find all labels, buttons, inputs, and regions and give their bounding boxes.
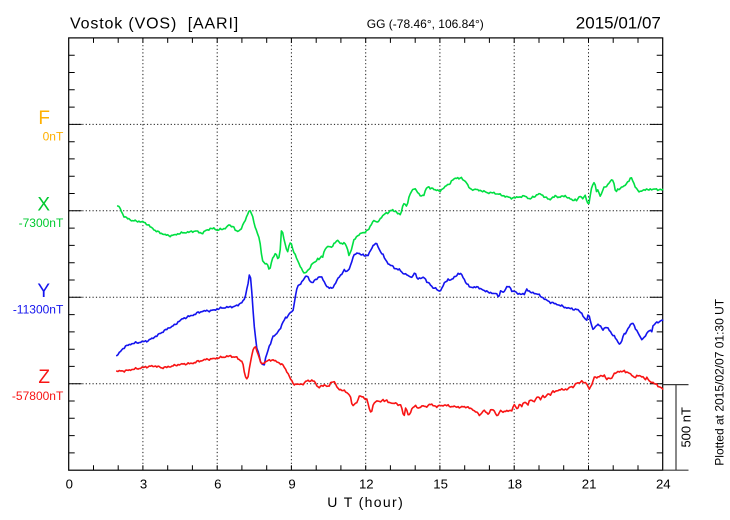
svg-text:15: 15 bbox=[433, 477, 448, 492]
svg-text:21: 21 bbox=[582, 477, 597, 492]
svg-text:-57800nT: -57800nT bbox=[12, 389, 64, 403]
svg-text:18: 18 bbox=[507, 477, 522, 492]
svg-text:0nT: 0nT bbox=[43, 130, 64, 144]
svg-text:GG (-78.46°, 106.84°): GG (-78.46°, 106.84°) bbox=[367, 17, 484, 31]
svg-text:Vostok (VOS) [AARI]: Vostok (VOS) [AARI] bbox=[70, 16, 239, 33]
svg-text:U T (hour): U T (hour) bbox=[327, 494, 404, 510]
svg-text:6: 6 bbox=[214, 477, 221, 492]
svg-text:2015/01/07: 2015/01/07 bbox=[576, 14, 661, 33]
svg-text:-7300nT: -7300nT bbox=[19, 216, 64, 230]
svg-text:-11300nT: -11300nT bbox=[13, 303, 64, 317]
svg-text:3: 3 bbox=[140, 477, 147, 492]
svg-text:9: 9 bbox=[288, 477, 295, 492]
svg-text:Y: Y bbox=[37, 281, 50, 302]
svg-text:0: 0 bbox=[66, 477, 73, 492]
svg-text:24: 24 bbox=[656, 477, 671, 492]
svg-text:12: 12 bbox=[359, 477, 374, 492]
svg-text:Plotted at 2015/02/07 01:30 UT: Plotted at 2015/02/07 01:30 UT bbox=[713, 298, 727, 465]
svg-text:Z: Z bbox=[38, 367, 50, 388]
svg-text:500 nT: 500 nT bbox=[679, 407, 694, 448]
svg-text:X: X bbox=[37, 194, 50, 215]
svg-text:F: F bbox=[38, 108, 50, 129]
